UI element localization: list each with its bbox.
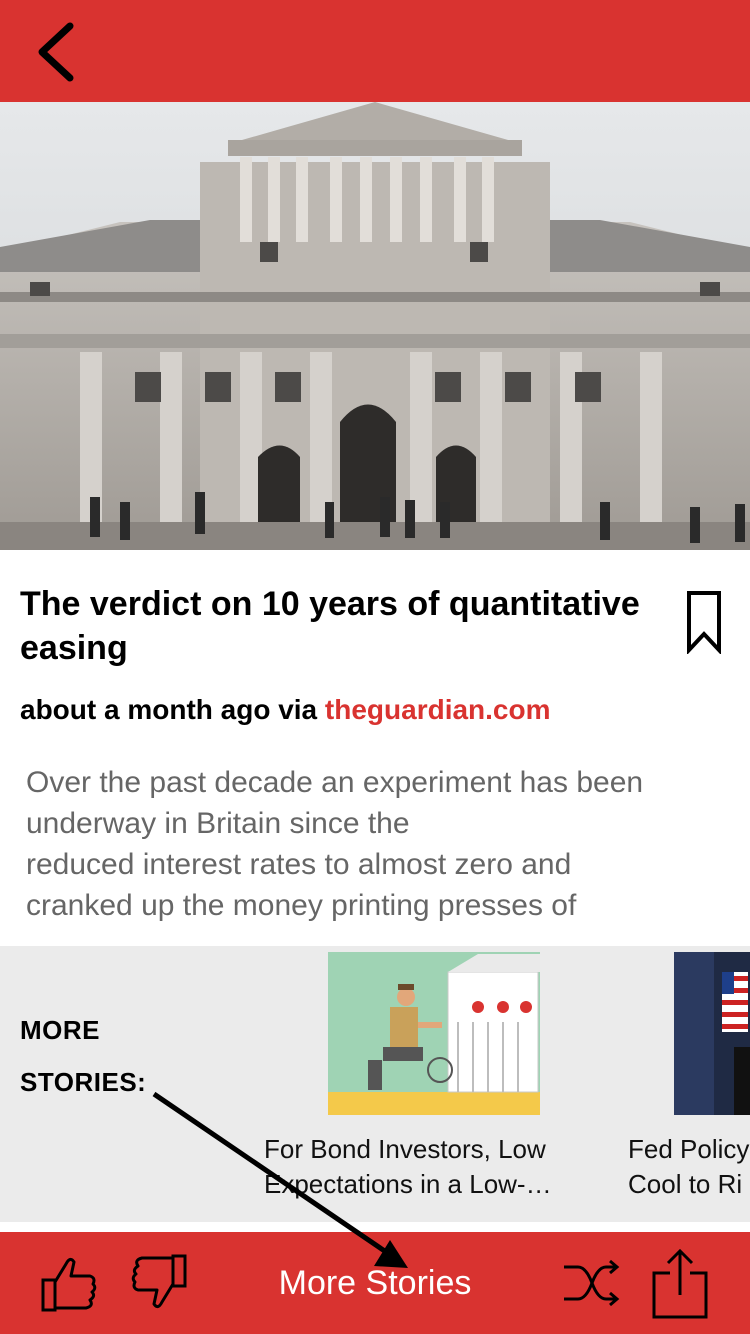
more-stories-section: MORE STORIES: For B: [0, 946, 750, 1222]
story-title-line: Fed Policy: [628, 1134, 750, 1164]
thumbs-up-icon: [41, 1257, 97, 1312]
story-thumbnail: [328, 952, 540, 1115]
bookmark-icon: [687, 591, 721, 654]
article-image: [0, 102, 750, 550]
share-icon: [652, 1248, 708, 1319]
top-bar: [0, 0, 750, 102]
more-stories-label: MORE STORIES:: [20, 1004, 146, 1108]
story-title-line: Cool to Ri: [628, 1169, 743, 1199]
shuffle-button[interactable]: [556, 1246, 626, 1320]
article-title: The verdict on 10 years of quantitative …: [20, 585, 640, 667]
more-stories-button[interactable]: More Stories: [278, 1263, 472, 1302]
story-title: Fed Policy Cool to Ri: [628, 1132, 750, 1202]
more-label-line: MORE: [20, 1015, 100, 1045]
story-thumbnail: [674, 952, 750, 1115]
source-link[interactable]: theguardian.com: [324, 694, 551, 725]
more-label-line: STORIES:: [20, 1067, 147, 1097]
story-title: For Bond Investors, Low Expectations in …: [264, 1132, 594, 1202]
shuffle-icon: [564, 1259, 620, 1307]
summary-line: Over the past decade an experiment has b…: [26, 766, 644, 799]
story-title-line: Expectations in a Low-…: [264, 1169, 552, 1199]
article-summary: Over the past decade an experiment has b…: [26, 762, 726, 932]
summary-line: reduced interest rates to almost zero an…: [26, 848, 572, 881]
story-title-line: For Bond Investors, Low: [264, 1134, 546, 1164]
article-meta: about a month ago via theguardian.com: [20, 694, 551, 726]
thumbs-down-icon: [131, 1254, 187, 1309]
chevron-left-icon: [38, 22, 74, 82]
bookmark-button[interactable]: [680, 588, 728, 654]
summary-line: cranked up the money printing presses of: [26, 889, 577, 922]
like-button[interactable]: [34, 1246, 104, 1320]
back-button[interactable]: [22, 18, 86, 86]
summary-line: underway in Britain since the: [26, 807, 410, 840]
article-time: about a month ago via: [20, 694, 325, 725]
dislike-button[interactable]: [124, 1246, 194, 1320]
share-button[interactable]: [644, 1246, 716, 1320]
